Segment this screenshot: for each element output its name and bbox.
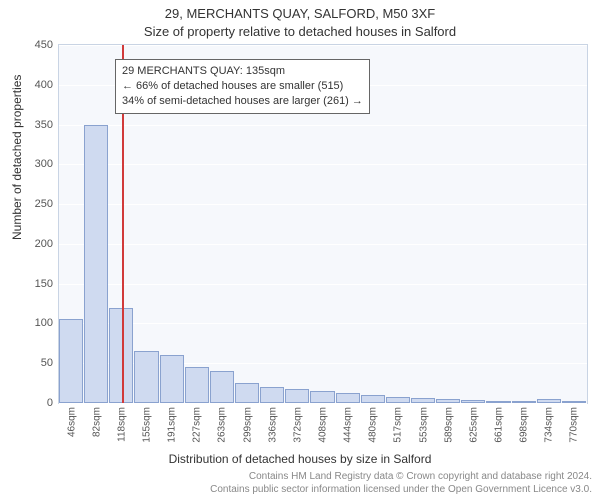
- x-tick: 227sqm: [192, 407, 203, 443]
- histogram-bar: [210, 371, 234, 403]
- credits-line1: Contains HM Land Registry data © Crown c…: [210, 471, 592, 484]
- histogram-bar: [160, 355, 184, 403]
- x-tick: 46sqm: [66, 407, 77, 437]
- x-tick: 118sqm: [116, 407, 127, 442]
- gridline: [59, 403, 587, 404]
- x-tick: 299sqm: [242, 407, 253, 443]
- x-tick: 408sqm: [318, 407, 329, 443]
- gridline: [59, 45, 587, 46]
- histogram-bar: [361, 395, 385, 403]
- y-tick: 100: [35, 317, 53, 329]
- y-axis-label: Number of detached properties: [10, 75, 24, 240]
- x-tick: 589sqm: [443, 407, 454, 443]
- histogram-bar: [84, 125, 108, 403]
- histogram-bar: [512, 401, 536, 403]
- histogram-bar: [310, 391, 334, 403]
- histogram-bar: [235, 383, 259, 403]
- x-axis-label: Distribution of detached houses by size …: [0, 452, 600, 466]
- histogram-bar: [537, 399, 561, 403]
- x-tick: 517sqm: [393, 407, 404, 443]
- x-tick: 625sqm: [468, 407, 479, 443]
- y-tick: 200: [35, 238, 53, 250]
- y-tick: 450: [35, 39, 53, 51]
- x-tick: 336sqm: [267, 407, 278, 443]
- y-tick: 0: [47, 397, 53, 409]
- x-tick: 770sqm: [569, 407, 580, 443]
- annotation-line3: 34% of semi-detached houses are larger (…: [122, 94, 363, 109]
- gridline: [59, 204, 587, 205]
- histogram-bar: [386, 397, 410, 403]
- histogram-bar: [436, 399, 460, 403]
- gridline: [59, 244, 587, 245]
- y-tick: 350: [35, 119, 53, 131]
- gridline: [59, 164, 587, 165]
- histogram-bar: [562, 401, 586, 403]
- histogram-plot: 05010015020025030035040045046sqm82sqm118…: [58, 44, 588, 404]
- gridline: [59, 284, 587, 285]
- x-tick: 553sqm: [418, 407, 429, 443]
- title-subtitle: Size of property relative to detached ho…: [0, 24, 600, 39]
- y-tick: 250: [35, 198, 53, 210]
- credits-line2: Contains public sector information licen…: [210, 484, 592, 497]
- annotation-line2: ← 66% of detached houses are smaller (51…: [122, 79, 363, 94]
- annotation-box: 29 MERCHANTS QUAY: 135sqm← 66% of detach…: [115, 59, 370, 114]
- y-tick: 400: [35, 79, 53, 91]
- histogram-bar: [185, 367, 209, 403]
- x-tick: 444sqm: [343, 407, 354, 443]
- x-tick: 263sqm: [217, 407, 228, 443]
- x-tick: 82sqm: [91, 407, 102, 437]
- histogram-bar: [134, 351, 158, 403]
- y-tick: 50: [41, 357, 53, 369]
- annotation-line1: 29 MERCHANTS QUAY: 135sqm: [122, 64, 363, 79]
- histogram-bar: [461, 400, 485, 403]
- x-tick: 480sqm: [368, 407, 379, 443]
- histogram-bar: [411, 398, 435, 403]
- y-tick: 300: [35, 158, 53, 170]
- x-tick: 372sqm: [292, 407, 303, 443]
- histogram-bar: [260, 387, 284, 403]
- gridline: [59, 125, 587, 126]
- credits: Contains HM Land Registry data © Crown c…: [210, 471, 592, 496]
- x-tick: 734sqm: [544, 407, 555, 443]
- histogram-bar: [336, 393, 360, 403]
- histogram-bar: [59, 319, 83, 403]
- histogram-bar: [486, 401, 510, 403]
- x-tick: 661sqm: [494, 407, 505, 443]
- gridline: [59, 323, 587, 324]
- x-tick: 191sqm: [167, 407, 178, 443]
- y-tick: 150: [35, 278, 53, 290]
- x-tick: 155sqm: [142, 407, 153, 443]
- histogram-bar: [285, 389, 309, 403]
- x-tick: 698sqm: [519, 407, 530, 443]
- title-address: 29, MERCHANTS QUAY, SALFORD, M50 3XF: [0, 6, 600, 21]
